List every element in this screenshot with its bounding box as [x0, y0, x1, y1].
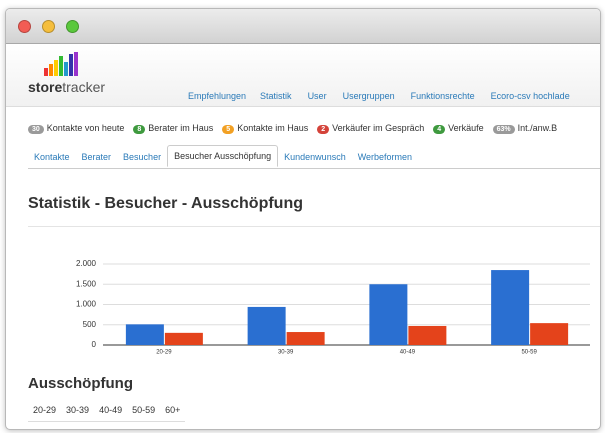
y-tick-label: 500	[83, 320, 97, 329]
x-tick-label: 50-59	[521, 350, 537, 356]
badge: 4	[433, 125, 446, 134]
status-label: Kontakte im Haus	[237, 123, 309, 133]
nav-link[interactable]: Empfehlungen	[188, 91, 247, 101]
y-tick-label: 0	[92, 340, 97, 349]
nav-bar: Empfehlungen Statistik User Usergruppen Funk…	[188, 86, 586, 104]
status-label: Berater im Haus	[148, 123, 214, 133]
status-item[interactable]: 5 Kontakte im Haus	[222, 118, 308, 135]
nav-link[interactable]: Funktionsrechte	[410, 91, 475, 101]
bar	[247, 306, 286, 345]
divider	[28, 226, 600, 227]
status-item[interactable]: 4 Verkäufe	[433, 118, 484, 135]
table-header-cell: 50-59	[132, 405, 156, 415]
nav-link[interactable]: Ecoro-csv hochlade	[490, 91, 570, 101]
status-label: Verkäufe	[448, 123, 484, 133]
y-tick-label: 1.500	[76, 279, 97, 288]
y-tick-label: 1.000	[76, 300, 97, 309]
badge: 63%	[492, 125, 515, 134]
title-bar	[6, 9, 600, 44]
badge: 2	[317, 125, 330, 134]
tab[interactable]: Berater	[81, 152, 112, 162]
header: storetracker Empfehlungen Statistik User Us…	[6, 44, 600, 107]
status-item[interactable]: 63% Int./anw.B	[492, 118, 558, 135]
y-tick-label: 2.000	[76, 259, 97, 268]
bar	[125, 324, 164, 345]
chart: 0 500 1.000 1.500 2.000 20-29 30-39 40-49 50-59	[76, 259, 590, 356]
status-bar: 30 Kontakte von heute 8 Berater im Haus 5 Kon…	[28, 118, 566, 136]
nav-link[interactable]: User	[307, 91, 327, 101]
table-header-cell: 60+	[165, 405, 181, 415]
badge: 8	[133, 125, 146, 134]
tab[interactable]: Besucher Ausschöpfung	[167, 145, 279, 167]
tab[interactable]: Kontakte	[34, 152, 70, 162]
x-tick-label: 30-39	[278, 350, 294, 356]
status-label: Int./anw.B	[517, 123, 558, 133]
bar	[491, 270, 530, 345]
table-header: 20-29 30-39 40-49 50-59 60+	[28, 400, 186, 422]
tab[interactable]: Werbeformen	[357, 152, 413, 162]
x-tick-label: 40-49	[400, 350, 416, 356]
bar	[286, 332, 325, 345]
badge: 5	[222, 125, 235, 134]
logo[interactable]: storetracker	[28, 79, 105, 95]
tab[interactable]: Besucher	[123, 152, 162, 162]
table-header-cell: 30-39	[66, 405, 90, 415]
status-label: Kontakte von heute	[46, 123, 125, 133]
table-header-cell: 20-29	[33, 405, 57, 415]
status-item[interactable]: 8 Berater im Haus	[133, 118, 213, 135]
bar	[408, 325, 447, 345]
bar	[530, 323, 569, 345]
browser-window: storetracker Empfehlungen Statistik User Us…	[5, 8, 601, 430]
table-title: Ausschöpfung	[28, 375, 133, 392]
zoom-button[interactable]	[66, 20, 79, 33]
nav-link[interactable]: Statistik	[260, 91, 292, 101]
x-tick-label: 20-29	[156, 350, 172, 356]
logo-strong: store	[28, 79, 63, 95]
logo-light: tracker	[62, 79, 106, 95]
tab-bar: Kontakte Berater Besucher Besucher Ausschöp…	[28, 145, 600, 169]
table-header-cell: 40-49	[99, 405, 123, 415]
bar	[369, 284, 408, 345]
nav-link[interactable]: Usergruppen	[342, 91, 395, 101]
status-item[interactable]: 2 Verkäufer im Gespräch	[317, 118, 424, 135]
status-item[interactable]: 30 Kontakte von heute	[28, 118, 124, 135]
tab[interactable]: Kundenwunsch	[284, 152, 346, 162]
logo-icon	[44, 52, 78, 76]
close-button[interactable]	[18, 20, 31, 33]
bar	[164, 332, 203, 345]
badge: 30	[28, 125, 44, 134]
status-label: Verkäufer im Gespräch	[332, 123, 425, 133]
minimize-button[interactable]	[42, 20, 55, 33]
page-heading: Statistik - Besucher - Ausschöpfung	[28, 195, 303, 212]
